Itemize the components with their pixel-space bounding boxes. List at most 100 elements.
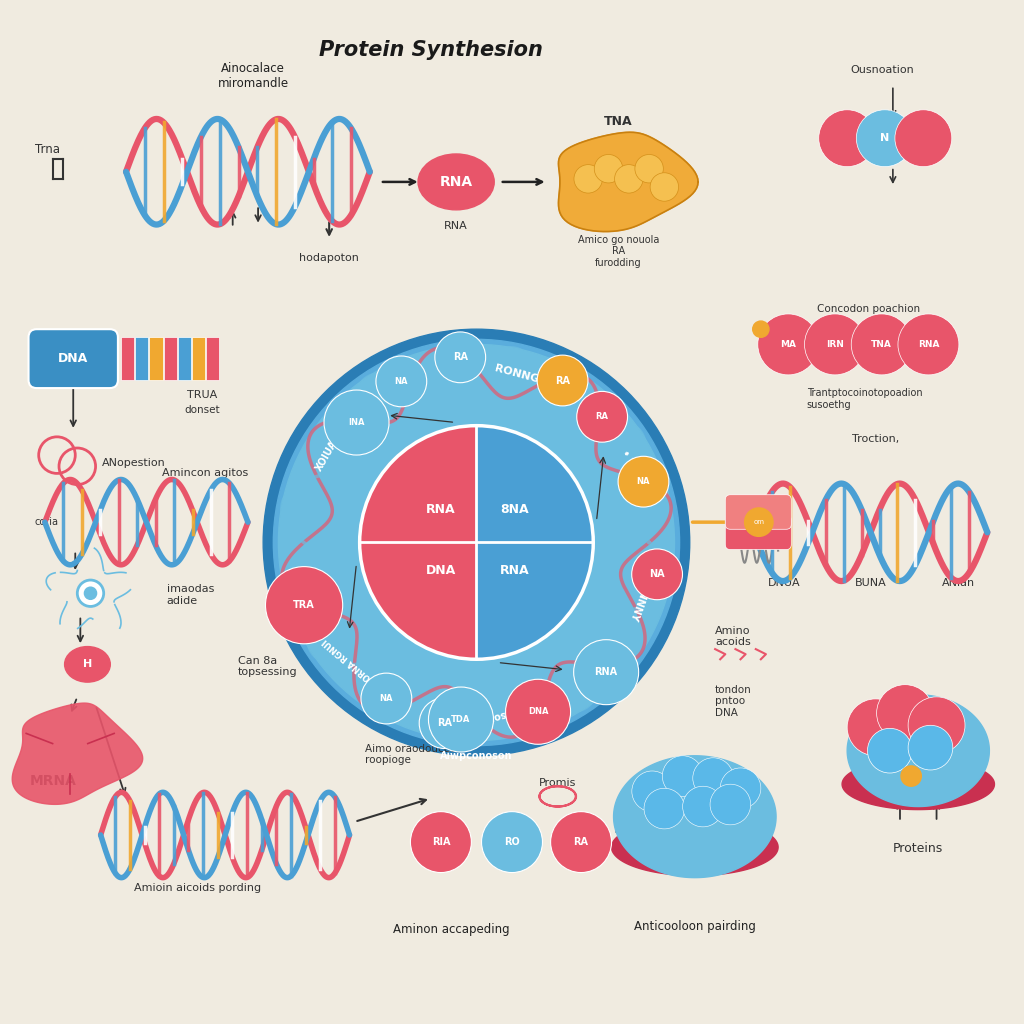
Text: RNA: RNA (439, 175, 473, 188)
Circle shape (744, 508, 773, 537)
Text: Aminon accapeding: Aminon accapeding (393, 924, 509, 936)
Polygon shape (847, 695, 989, 807)
Text: RA: RA (573, 837, 589, 847)
Text: MRNA: MRNA (30, 774, 77, 788)
Text: Proteins: Proteins (893, 842, 943, 855)
Text: ANopestion: ANopestion (101, 459, 166, 468)
Polygon shape (558, 132, 698, 231)
Circle shape (273, 339, 680, 745)
Text: H: H (83, 659, 92, 670)
Text: Aiwpconoson: Aiwpconoson (440, 751, 513, 761)
Circle shape (720, 768, 761, 809)
Text: TRA: TRA (293, 600, 315, 610)
Circle shape (84, 587, 96, 599)
Text: NA: NA (380, 694, 393, 703)
Text: TNA: TNA (871, 340, 892, 349)
Text: NA: NA (649, 569, 665, 580)
Text: IRN: IRN (826, 340, 844, 349)
Text: tondon
pntoo
DNA: tondon pntoo DNA (715, 685, 752, 718)
Circle shape (650, 173, 679, 201)
Text: DNUA: DNUA (768, 578, 801, 588)
Bar (164, 337, 177, 380)
Text: Amincon agitos: Amincon agitos (162, 469, 248, 478)
Polygon shape (842, 759, 994, 810)
Circle shape (419, 697, 470, 749)
Circle shape (279, 344, 675, 740)
Circle shape (847, 699, 904, 756)
Circle shape (411, 812, 471, 872)
Ellipse shape (418, 154, 495, 210)
FancyBboxPatch shape (725, 515, 792, 550)
Bar (178, 337, 191, 380)
Circle shape (901, 766, 922, 786)
Text: DNA: DNA (58, 352, 88, 366)
Bar (150, 337, 163, 380)
FancyBboxPatch shape (725, 495, 792, 529)
Circle shape (538, 355, 588, 406)
Text: Ainocalace
miromandle: Ainocalace miromandle (217, 62, 289, 90)
Text: Anticooloon pairding: Anticooloon pairding (634, 921, 756, 933)
Circle shape (361, 673, 412, 724)
Text: RONNGO: RONNGO (494, 364, 549, 388)
Text: RA: RA (437, 718, 453, 728)
Circle shape (635, 155, 664, 183)
Text: RA: RA (596, 413, 608, 421)
Bar (206, 337, 219, 380)
Text: Troction,: Troction, (852, 434, 899, 443)
Circle shape (428, 687, 494, 752)
Text: RNA: RNA (444, 220, 468, 230)
Polygon shape (12, 703, 142, 805)
Circle shape (632, 549, 682, 600)
Text: donset: donset (184, 406, 220, 416)
Text: DNA: DNA (527, 708, 548, 716)
Circle shape (895, 110, 951, 167)
Circle shape (573, 640, 639, 705)
Circle shape (867, 728, 912, 773)
Circle shape (710, 784, 751, 824)
Text: NNONIO RORNA RGNUI: NNONIO RORNA RGNUI (322, 637, 410, 713)
Text: RO: RO (504, 837, 520, 847)
Circle shape (618, 457, 669, 507)
Text: RIA: RIA (432, 837, 451, 847)
Text: TRUA: TRUA (187, 390, 217, 400)
FancyBboxPatch shape (29, 329, 118, 388)
Circle shape (856, 110, 913, 167)
Circle shape (435, 332, 485, 383)
Text: Amino
acoids: Amino acoids (715, 626, 751, 647)
Circle shape (324, 390, 389, 455)
Text: Trantptocoinotopoadion
susoethg: Trantptocoinotopoadion susoethg (807, 388, 923, 410)
Text: Aimo oraodouced
roopioge: Aimo oraodouced roopioge (365, 743, 457, 765)
Circle shape (644, 788, 685, 828)
Circle shape (753, 322, 769, 337)
Bar (121, 337, 134, 380)
Text: • TNA •: • TNA • (620, 449, 646, 490)
Bar (135, 337, 148, 380)
Text: MA: MA (780, 340, 797, 349)
Text: MNNNY: MNNNY (627, 581, 650, 623)
Text: Protein Synthesion: Protein Synthesion (318, 40, 543, 59)
Text: Amioin aicoids pording: Amioin aicoids pording (133, 883, 261, 893)
Circle shape (506, 679, 570, 744)
Text: ANlan: ANlan (942, 578, 976, 588)
Text: N: N (880, 133, 890, 143)
Circle shape (908, 725, 952, 770)
Text: Can 8a
topsessing: Can 8a topsessing (238, 655, 297, 677)
Circle shape (851, 314, 912, 375)
Circle shape (594, 155, 623, 183)
Circle shape (77, 580, 103, 606)
Circle shape (376, 356, 427, 407)
Circle shape (758, 314, 819, 375)
Circle shape (577, 391, 628, 442)
Circle shape (614, 165, 643, 194)
Text: hodapoton: hodapoton (299, 253, 359, 263)
Text: om: om (754, 519, 764, 525)
Text: RA: RA (555, 376, 570, 385)
Circle shape (663, 756, 702, 797)
Text: Aiwpconoson: Aiwpconoson (484, 695, 557, 724)
Circle shape (481, 812, 543, 872)
Text: Ousnoation: Ousnoation (851, 66, 914, 75)
Bar (193, 337, 205, 380)
Text: coria: coria (35, 517, 58, 527)
Circle shape (805, 314, 865, 375)
Text: 8NA: 8NA (501, 504, 529, 516)
